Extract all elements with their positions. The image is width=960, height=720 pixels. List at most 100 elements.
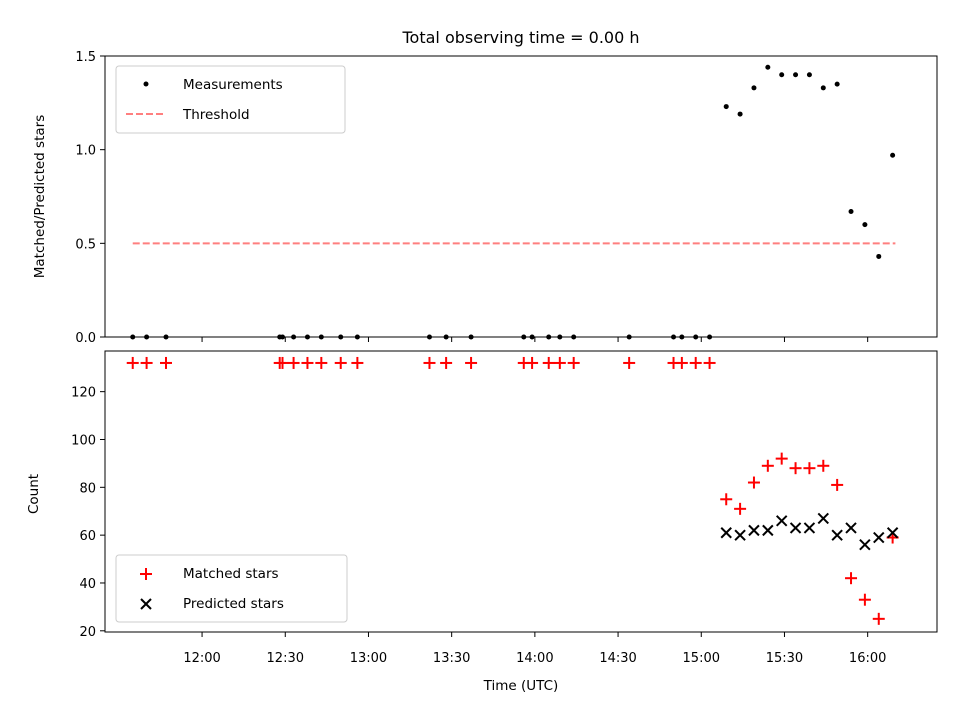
x-tick-label: 16:00 — [849, 651, 886, 666]
legend-predicted-marker — [140, 598, 152, 610]
matched-star-point — [803, 462, 816, 475]
top-axes-frame — [104, 55, 938, 338]
predicted-star-point — [873, 531, 885, 544]
matched-star-point — [761, 459, 774, 472]
matched-star-point — [542, 356, 555, 369]
x-tick-label: 12:00 — [183, 651, 220, 666]
matched-star-point — [623, 356, 636, 369]
x-axis-label: Time (UTC) — [483, 678, 559, 694]
top-y-ticks: 0.0 0.5 1.0 1.5 — [75, 50, 869, 346]
bottom-marks — [126, 356, 899, 625]
matched-star-point — [465, 356, 478, 369]
measurement-point — [751, 85, 757, 91]
measurement-point — [862, 222, 868, 228]
matched-star-point — [720, 493, 733, 506]
matched-star-point — [160, 356, 173, 369]
matched-star-point — [689, 356, 702, 369]
legend-measurements-label: Measurements — [183, 77, 283, 93]
matched-star-point — [872, 612, 885, 625]
bottom-y-tick-label: 60 — [79, 529, 96, 544]
bottom-panel: 20 40 60 80 100 120 12:00 12:30 13:00 13:30 14:00 1… — [26, 350, 938, 694]
legend-matched-marker — [140, 568, 152, 580]
top-y-tick-label: 1.0 — [75, 144, 96, 159]
top-legend-box — [115, 65, 346, 134]
measurement-point — [890, 152, 896, 158]
measurement-point — [876, 253, 882, 259]
x-tick-label: 14:00 — [516, 651, 553, 666]
predicted-star-point — [748, 524, 760, 537]
matched-star-point — [703, 356, 716, 369]
predicted-star-point — [845, 522, 857, 534]
matched-star-point — [775, 452, 788, 465]
x-tick-label: 13:00 — [350, 651, 387, 666]
bottom-y-tick-label: 20 — [79, 625, 96, 640]
matched-star-point — [747, 476, 760, 489]
measurement-point — [820, 85, 826, 91]
matched-star-point — [126, 356, 139, 369]
matched-star-point — [423, 356, 436, 369]
x-tick-label: 15:00 — [683, 651, 720, 666]
matched-star-point — [734, 502, 747, 515]
matched-star-point — [334, 356, 347, 369]
measurement-point — [723, 104, 729, 110]
predicted-star-point — [720, 527, 732, 539]
matched-star-point — [817, 459, 830, 472]
predicted-star-point — [886, 527, 899, 539]
measurement-point — [834, 81, 840, 87]
predicted-star-point — [789, 522, 802, 534]
matched-star-point — [140, 356, 153, 369]
predicted-star-point — [859, 539, 871, 551]
bottom-y-tick-label: 80 — [79, 481, 96, 496]
matched-star-point — [276, 356, 289, 369]
matched-star-point — [287, 356, 300, 369]
legend-predicted-label: Predicted stars — [183, 596, 284, 612]
legend-matched-label: Matched stars — [183, 566, 279, 582]
measurement-point — [737, 111, 743, 117]
top-y-tick-label: 0.5 — [75, 237, 96, 252]
matched-star-point — [526, 356, 539, 369]
bottom-legend: Matched stars Predicted stars — [115, 554, 348, 623]
matched-star-point — [351, 356, 364, 369]
matched-star-point — [440, 356, 453, 369]
top-legend: Measurements Threshold — [115, 65, 346, 134]
matched-star-point — [301, 356, 314, 369]
bottom-y-tick-label: 120 — [71, 386, 96, 401]
measurement-point — [793, 72, 799, 78]
x-tick-label: 14:30 — [599, 651, 636, 666]
bottom-y-tick-label: 40 — [79, 577, 96, 592]
measurement-point — [806, 72, 812, 78]
measurement-point — [765, 64, 771, 70]
matched-star-point — [845, 572, 858, 585]
predicted-star-point — [775, 515, 788, 527]
matched-star-point — [858, 593, 871, 606]
top-y-tick-label: 0.0 — [75, 331, 96, 346]
x-tick-label: 13:30 — [433, 651, 470, 666]
x-tick-label: 15:30 — [766, 651, 803, 666]
bottom-y-tick-label: 100 — [71, 433, 96, 448]
bottom-axis-ticks: 20 40 60 80 100 120 12:00 12:30 13:00 13:30 14:00 1… — [71, 386, 886, 666]
top-y-axis-label: Matched/Predicted stars — [32, 115, 48, 278]
legend-measurements-marker — [143, 81, 149, 87]
top-y-tick-label: 1.5 — [75, 50, 96, 65]
predicted-star-point — [817, 512, 830, 525]
bottom-y-axis-label: Count — [26, 474, 42, 514]
bottom-legend-box — [115, 554, 348, 623]
top-panel: 0.0 0.5 1.0 1.5 Matched/Predicted stars Mea… — [32, 50, 938, 346]
predicted-star-point — [734, 529, 746, 541]
x-tick-label: 12:30 — [267, 651, 304, 666]
measurement-point — [779, 72, 785, 78]
predicted-star-point — [831, 529, 843, 541]
matched-star-point — [567, 356, 580, 369]
matched-star-point — [831, 478, 844, 491]
measurement-point — [848, 208, 854, 214]
chart-title: Total observing time = 0.00 h — [401, 28, 639, 47]
matched-star-point — [315, 356, 328, 369]
predicted-star-point — [803, 522, 816, 534]
bottom-axes-frame — [104, 350, 938, 633]
matched-star-point — [675, 356, 688, 369]
legend-threshold-label: Threshold — [182, 107, 250, 123]
matched-star-point — [789, 462, 802, 475]
predicted-star-point — [762, 524, 774, 537]
matched-star-point — [553, 356, 566, 369]
